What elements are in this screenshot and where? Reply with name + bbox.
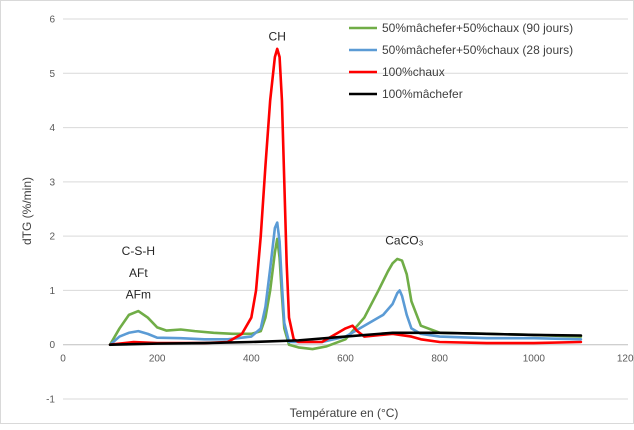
x-tick-label: 600 bbox=[337, 354, 354, 365]
y-tick-label: 2 bbox=[49, 232, 55, 243]
x-tick-label: 400 bbox=[243, 354, 260, 365]
annotation-layer: CH C-S-H AFt AFm CaCO₃ bbox=[122, 30, 424, 302]
legend-label: 100%mâchefer bbox=[382, 87, 463, 101]
series-layer bbox=[108, 47, 583, 351]
x-axis-title: Température en (°C) bbox=[290, 406, 399, 420]
x-tick-label: 1200 bbox=[617, 354, 634, 365]
legend-label: 50%mâchefer+50%chaux (28 jours) bbox=[382, 43, 573, 57]
y-tick-label: -1 bbox=[46, 395, 55, 406]
y-tick-label: 0 bbox=[49, 340, 55, 351]
legend-label: 50%mâchefer+50%chaux (90 jours) bbox=[382, 21, 573, 35]
annotation-label: C-S-H bbox=[122, 244, 155, 258]
annotation-label: AFm bbox=[126, 288, 151, 302]
series-line-4 bbox=[108, 331, 583, 347]
x-tick-label: 0 bbox=[60, 354, 66, 365]
legend: 50%mâchefer+50%chaux (90 jours) 50%mâchef… bbox=[349, 21, 573, 101]
y-tick-label: 5 bbox=[49, 69, 55, 80]
x-tick-label: 1000 bbox=[523, 354, 546, 365]
y-tick-label: 4 bbox=[49, 123, 55, 134]
y-tick-label: 6 bbox=[49, 15, 55, 26]
y-tick-label: 3 bbox=[49, 177, 55, 188]
y-axis-title: dTG (%/min) bbox=[20, 177, 34, 245]
legend-label: 100%chaux bbox=[382, 65, 445, 79]
axis-layer: -1 0 1 2 3 4 5 6 0 200 400 600 800 1000 1200 bbox=[46, 15, 634, 406]
series-line-3 bbox=[108, 47, 583, 347]
annotation-label: CH bbox=[269, 30, 286, 44]
x-tick-label: 200 bbox=[149, 354, 166, 365]
annotation-label: CaCO₃ bbox=[385, 233, 423, 247]
annotation-label: AFt bbox=[129, 266, 148, 280]
y-tick-label: 1 bbox=[49, 286, 55, 297]
x-tick-label: 800 bbox=[431, 354, 448, 365]
series-line-1 bbox=[108, 237, 583, 351]
series-line-2 bbox=[108, 221, 583, 347]
